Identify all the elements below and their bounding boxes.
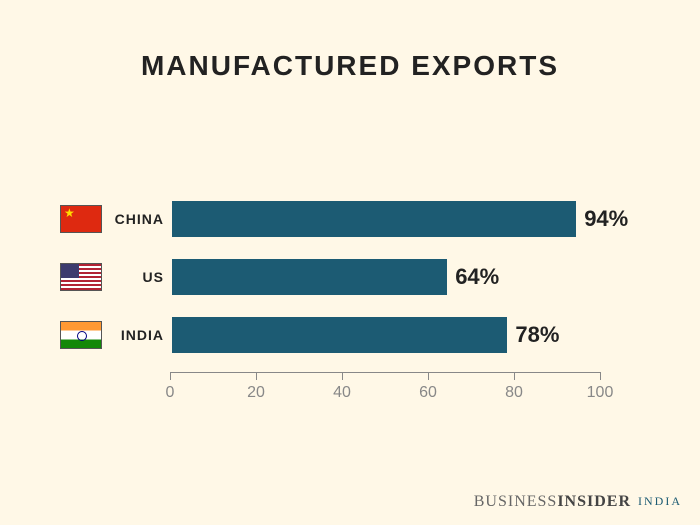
x-tick-label: 80: [505, 384, 523, 402]
bar-chart: CHINA94%US64%INDIA78%: [60, 190, 640, 364]
bar-area: 64%: [172, 257, 602, 297]
bar-area: 94%: [172, 199, 602, 239]
brand-prefix: BUSINESS: [474, 493, 558, 510]
bar-area: 78%: [172, 315, 602, 355]
x-axis-line: [170, 372, 600, 373]
chart-row: CHINA94%: [60, 190, 640, 248]
x-tick: [428, 372, 429, 380]
cn-flag-icon: [60, 205, 102, 233]
chart-row: US 64%: [60, 248, 640, 306]
brand-suffix: INSIDER: [557, 493, 631, 510]
bar: [172, 317, 507, 353]
x-tick-label: 20: [247, 384, 265, 402]
source-attribution: BUSINESSINSIDER INDIA: [474, 493, 682, 511]
chart-row: INDIA 78%: [60, 306, 640, 364]
value-label: 64%: [447, 259, 499, 295]
in-flag-icon: [60, 321, 102, 349]
value-label: 78%: [507, 317, 559, 353]
x-tick: [514, 372, 515, 380]
x-tick: [342, 372, 343, 380]
brand-region: INDIA: [638, 494, 682, 508]
chart-title: MANUFACTURED EXPORTS: [0, 50, 700, 82]
country-label: INDIA: [102, 327, 172, 343]
bar: [172, 259, 447, 295]
country-label: US: [102, 269, 172, 285]
bar: [172, 201, 576, 237]
x-tick: [600, 372, 601, 380]
x-tick-label: 40: [333, 384, 351, 402]
x-tick-label: 100: [587, 384, 614, 402]
value-label: 94%: [576, 201, 628, 237]
us-flag-icon: [60, 263, 102, 291]
x-tick-label: 0: [166, 384, 175, 402]
x-tick-label: 60: [419, 384, 437, 402]
country-label: CHINA: [102, 211, 172, 227]
x-tick: [170, 372, 171, 380]
x-tick: [256, 372, 257, 380]
